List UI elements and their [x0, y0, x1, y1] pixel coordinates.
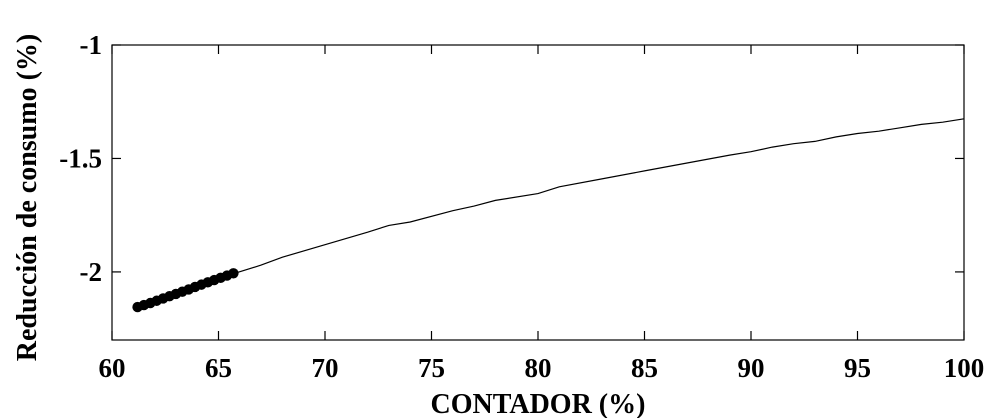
y-tick-label: -1.5 [59, 143, 102, 173]
x-tick-label: 90 [738, 353, 765, 383]
x-tick-label: 65 [205, 353, 232, 383]
x-tick-label: 60 [99, 353, 126, 383]
plot-frame [111, 44, 965, 341]
series-line [137, 118, 965, 308]
x-tick-label: 100 [944, 353, 985, 383]
plot-area [132, 118, 965, 313]
x-axis-label: CONTADOR (%) [431, 389, 646, 418]
x-tick-label: 80 [525, 353, 552, 383]
x-tick-label: 95 [844, 353, 871, 383]
x-tick-label: 85 [631, 353, 658, 383]
data-point-marker [228, 268, 239, 279]
x-tick-label: 70 [312, 353, 339, 383]
x-tick-label: 75 [418, 353, 445, 383]
y-axis-label: Reducción de consumo (%) [12, 34, 43, 361]
y-tick-label: -2 [80, 257, 103, 287]
y-tick-label: -1 [80, 30, 103, 60]
axes: 60 65 70 75 80 85 90 95 100 -1 -1.5 -2 [59, 30, 984, 383]
